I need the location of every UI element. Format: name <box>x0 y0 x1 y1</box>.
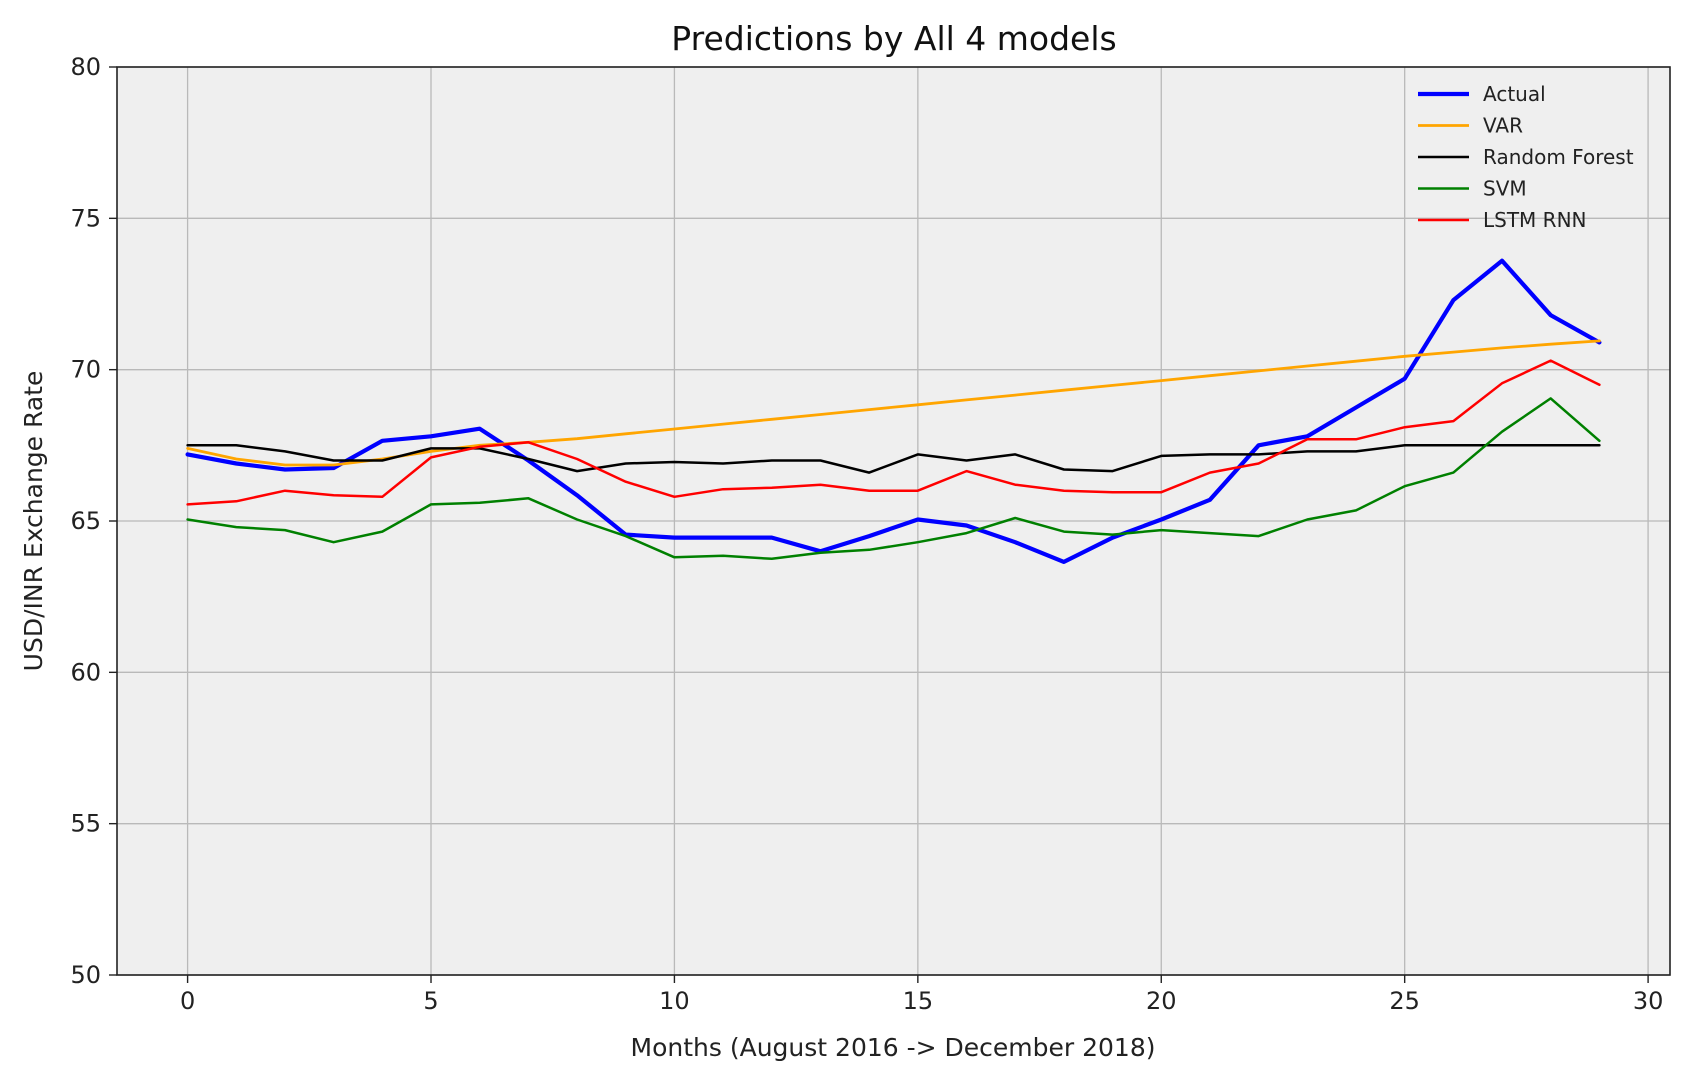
x-axis-label: Months (August 2016 -> December 2018) <box>631 1033 1156 1062</box>
y-tick-label: 80 <box>70 53 101 81</box>
x-tick-label: 15 <box>903 987 934 1015</box>
x-tick-label: 0 <box>180 987 195 1015</box>
series-line-var <box>186 339 1601 467</box>
legend-label-random-forest: Random Forest <box>1483 145 1634 169</box>
legend: Actual VAR Random Forest SVM LSTM RNN <box>1418 82 1634 232</box>
y-tick-label: 50 <box>70 961 101 989</box>
y-tick-label: 75 <box>70 204 101 232</box>
x-tick-label: 10 <box>659 987 690 1015</box>
axis-ticks: 0 5 10 15 20 25 30 50 55 60 65 70 75 80 <box>70 53 1663 1015</box>
y-tick-label: 60 <box>70 658 101 686</box>
series-line-lstm-rnn <box>186 359 1601 506</box>
series-line-random-forest <box>186 444 1601 474</box>
y-tick-label: 55 <box>70 810 101 838</box>
y-tick-label: 65 <box>70 507 101 535</box>
x-tick-label: 30 <box>1633 987 1664 1015</box>
y-axis-label: USD/INR Exchange Rate <box>19 371 48 672</box>
legend-label-var: VAR <box>1483 114 1523 138</box>
chart-title: Predictions by All 4 models <box>671 19 1116 58</box>
series-lines <box>185 258 1602 565</box>
x-tick-label: 5 <box>423 987 438 1015</box>
y-tick-label: 70 <box>70 356 101 384</box>
series-line-actual <box>185 258 1602 565</box>
legend-label-actual: Actual <box>1483 82 1546 106</box>
legend-label-lstm-rnn: LSTM RNN <box>1483 208 1587 232</box>
x-tick-label: 25 <box>1389 987 1420 1015</box>
x-tick-label: 20 <box>1146 987 1177 1015</box>
legend-label-svm: SVM <box>1483 177 1527 201</box>
series-line-svm <box>186 397 1601 561</box>
